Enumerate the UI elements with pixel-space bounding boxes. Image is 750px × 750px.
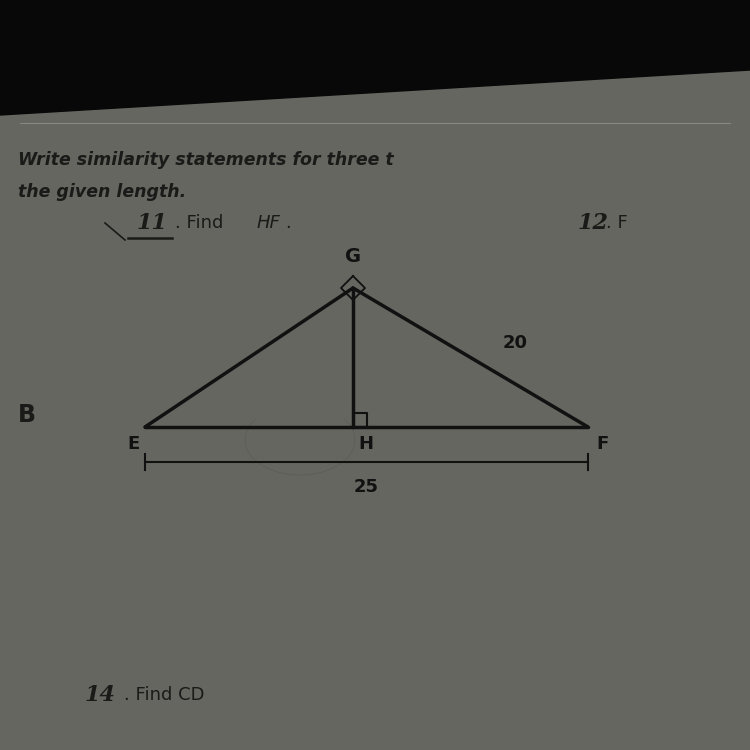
Text: E: E [128, 435, 140, 453]
Text: Write similarity statements for three t: Write similarity statements for three t [18, 151, 394, 169]
Polygon shape [0, 0, 750, 115]
Text: .: . [285, 214, 291, 232]
Text: . Find: . Find [175, 214, 230, 232]
Text: . F: . F [606, 214, 628, 232]
Text: 25: 25 [354, 478, 379, 496]
Text: 14: 14 [85, 684, 116, 706]
Text: HF: HF [257, 214, 280, 232]
Text: B: B [18, 403, 36, 427]
Text: F: F [596, 435, 608, 453]
Text: H: H [358, 435, 373, 453]
Text: . Find CD: . Find CD [124, 686, 205, 704]
Text: 12: 12 [578, 212, 609, 234]
Text: G: G [345, 247, 361, 266]
Text: 20: 20 [503, 334, 528, 352]
Text: the given length.: the given length. [18, 183, 186, 201]
Text: 11: 11 [136, 212, 167, 234]
